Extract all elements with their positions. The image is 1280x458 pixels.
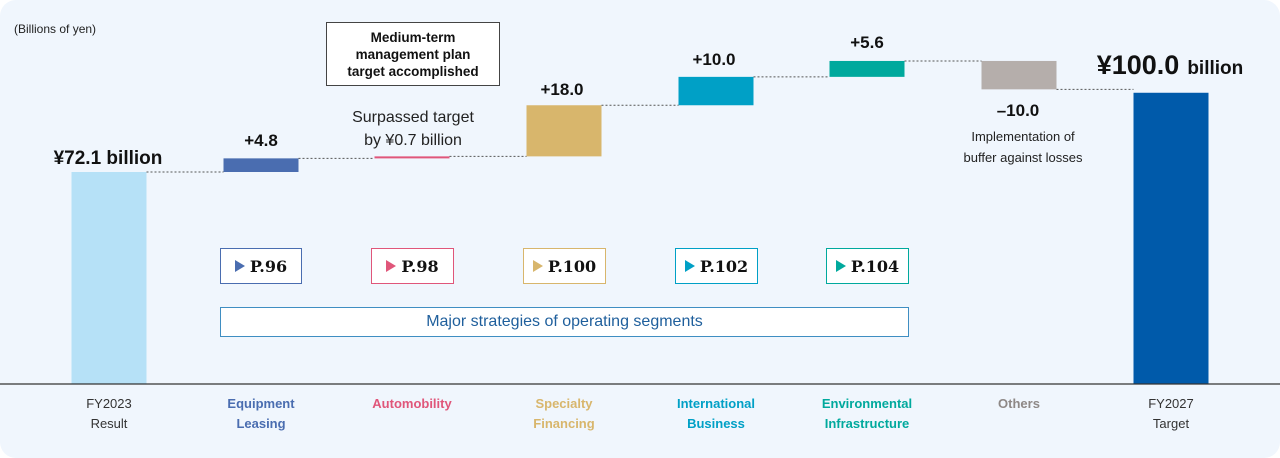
page-ref-label: P.96 <box>249 256 288 276</box>
value-label-1: +4.8 <box>244 131 278 150</box>
others-explanation-note: Implementation of buffer against losses <box>963 129 1083 165</box>
value-label-5: +5.6 <box>850 33 884 52</box>
category-label-5: Environmental Infrastructure <box>822 396 912 431</box>
play-arrow-icon <box>234 260 245 272</box>
category-label-0: FY2023 Result <box>86 396 132 431</box>
category-label-7: FY2027 Target <box>1148 396 1194 431</box>
value-label-3: +18.0 <box>540 80 583 99</box>
category-label-1: Equipment Leasing <box>227 396 295 431</box>
page-ref-label: P.98 <box>401 256 439 276</box>
page-ref-label: P.100 <box>547 256 597 276</box>
category-label-3: Specialty Financing <box>533 396 594 431</box>
bar-4 <box>678 76 754 106</box>
page-ref-p98-link[interactable]: P.98 <box>371 248 454 284</box>
bar-5 <box>829 60 905 77</box>
value-label-7: ¥100.0 billion <box>1097 50 1244 80</box>
bar-0 <box>71 172 147 384</box>
page-ref-p100-link[interactable]: P.100 <box>523 248 606 284</box>
page-ref-p102-link[interactable]: P.102 <box>675 248 758 284</box>
category-label-2: Automobility <box>372 396 452 411</box>
target-accomplished-callout: Medium-term management plan target accom… <box>326 22 500 86</box>
play-arrow-icon <box>532 260 543 272</box>
major-strategies-banner: Major strategies of operating segments <box>220 307 909 337</box>
value-label-4: +10.0 <box>692 50 735 69</box>
surpassed-target-note: Surpassed target by ¥0.7 billion <box>352 109 474 149</box>
bar-3 <box>526 105 602 157</box>
category-label-6: Others <box>998 396 1040 411</box>
bar-2 <box>374 156 450 159</box>
page-ref-p104-link[interactable]: P.104 <box>826 248 909 284</box>
page-ref-label: P.102 <box>699 256 749 276</box>
bar-6 <box>981 60 1057 90</box>
unit-label: (Billions of yen) <box>14 22 97 36</box>
play-arrow-icon <box>684 260 695 272</box>
bar-7 <box>1133 92 1209 384</box>
category-label-4: International Business <box>677 396 755 431</box>
value-label-6: –10.0 <box>997 101 1040 120</box>
play-arrow-icon <box>835 260 846 272</box>
page-ref-label: P.104 <box>850 256 900 276</box>
play-arrow-icon <box>386 260 397 272</box>
value-label-0: ¥72.1 billion <box>54 148 163 169</box>
page-ref-p96-link[interactable]: P.96 <box>220 248 302 284</box>
bar-1 <box>223 158 299 172</box>
